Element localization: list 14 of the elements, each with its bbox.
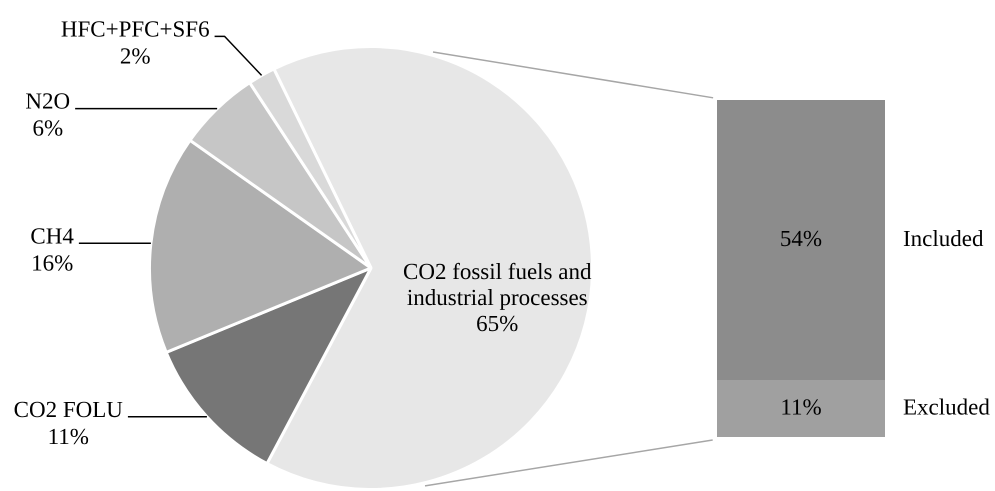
- data-label: 54%: [780, 226, 822, 252]
- data-label: 16%: [31, 250, 74, 276]
- data-label: 11%: [48, 424, 89, 449]
- data-label: 6%: [32, 116, 64, 141]
- slice-label: N2O: [25, 88, 70, 114]
- slice-label: CO2 fossil fuels and industrial processes: [403, 259, 592, 310]
- slice-label: CH4: [30, 223, 74, 248]
- series-label: Included: [903, 226, 984, 252]
- slice-label: HFC+PFC+SF6: [60, 16, 210, 42]
- data-label: 65%: [476, 311, 518, 336]
- data-label: 11%: [780, 394, 822, 420]
- series-label: Excluded: [903, 394, 990, 420]
- slice-label: CO2 FOLU: [14, 396, 124, 422]
- data-label: 2%: [120, 43, 151, 68]
